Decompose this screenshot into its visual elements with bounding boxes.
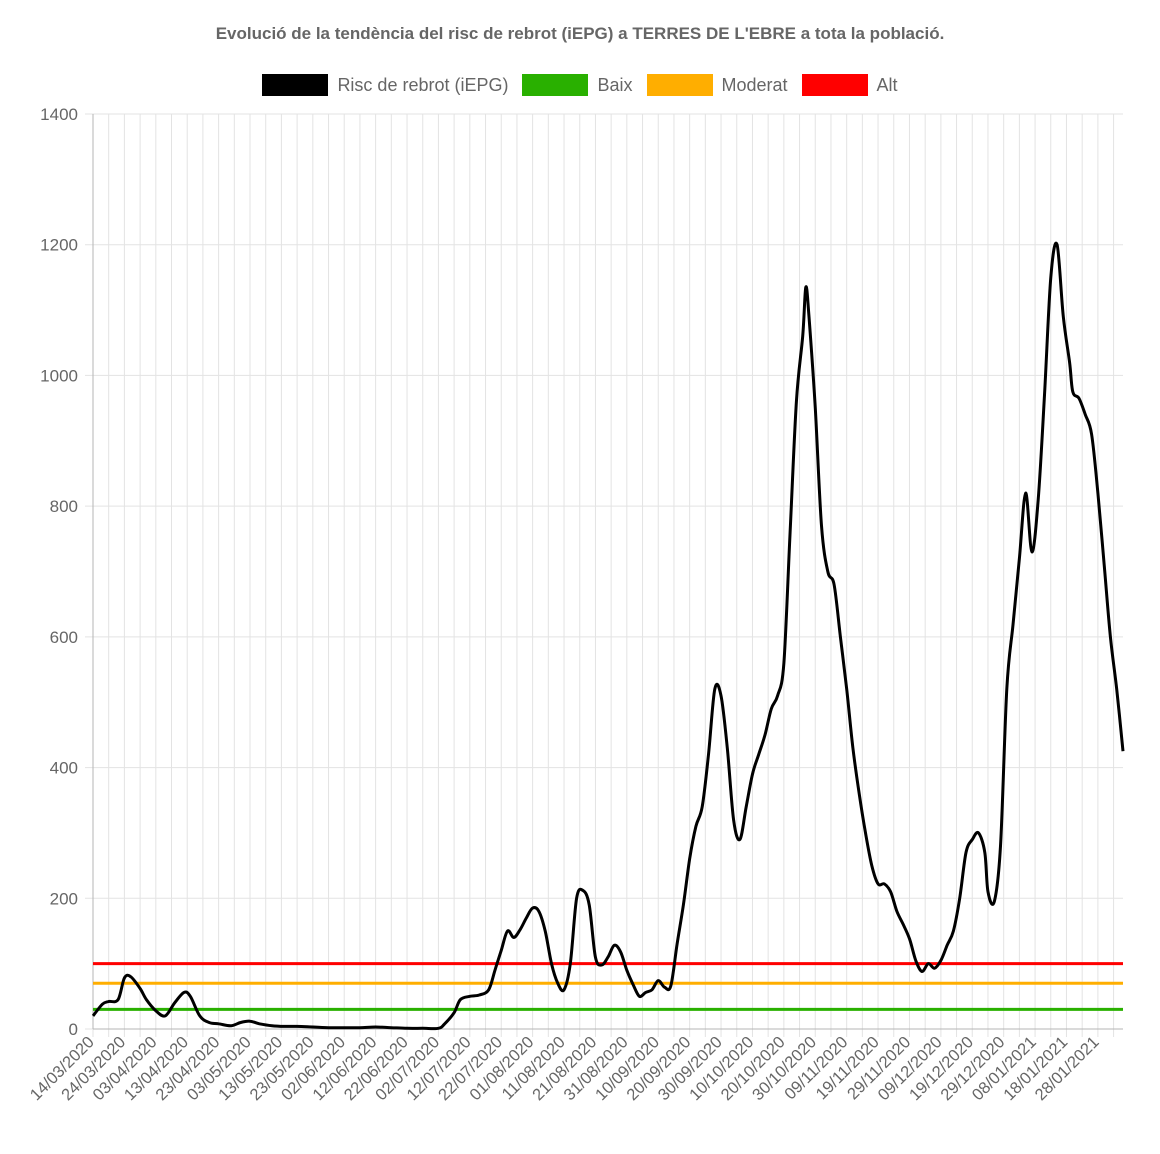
legend-swatch-moderat (646, 74, 713, 96)
y-tick-label: 1400 (40, 105, 78, 124)
legend-swatch-baix (522, 74, 589, 96)
y-tick-label: 1000 (40, 366, 78, 385)
legend-swatch-alt (801, 74, 868, 96)
y-tick-label: 600 (50, 628, 78, 647)
y-tick-label: 0 (69, 1020, 78, 1039)
legend-label-risc: Risc de rebrot (iEPG) (337, 74, 509, 95)
legend-item-alt[interactable]: Alt (801, 74, 898, 96)
y-tick-label: 200 (50, 889, 78, 908)
legend-item-risc[interactable]: Risc de rebrot (iEPG) (262, 74, 508, 96)
legend: Risc de rebrot (iEPG) Baix Moderat Alt (0, 74, 1160, 96)
legend-label-baix: Baix (597, 74, 633, 95)
legend-label-alt: Alt (876, 74, 898, 95)
series-line-risc-de-rebrot (91, 241, 1125, 1031)
y-tick-label: 400 (50, 759, 78, 778)
chart-title: Evolució de la tendència del risc de reb… (215, 24, 945, 43)
y-tick-label: 1200 (40, 236, 78, 255)
legend-item-moderat[interactable]: Moderat (646, 74, 788, 96)
y-tick-label: 800 (50, 497, 78, 516)
legend-item-baix[interactable]: Baix (522, 74, 633, 96)
legend-swatch-risc (262, 74, 329, 96)
legend-label-moderat: Moderat (721, 74, 788, 95)
